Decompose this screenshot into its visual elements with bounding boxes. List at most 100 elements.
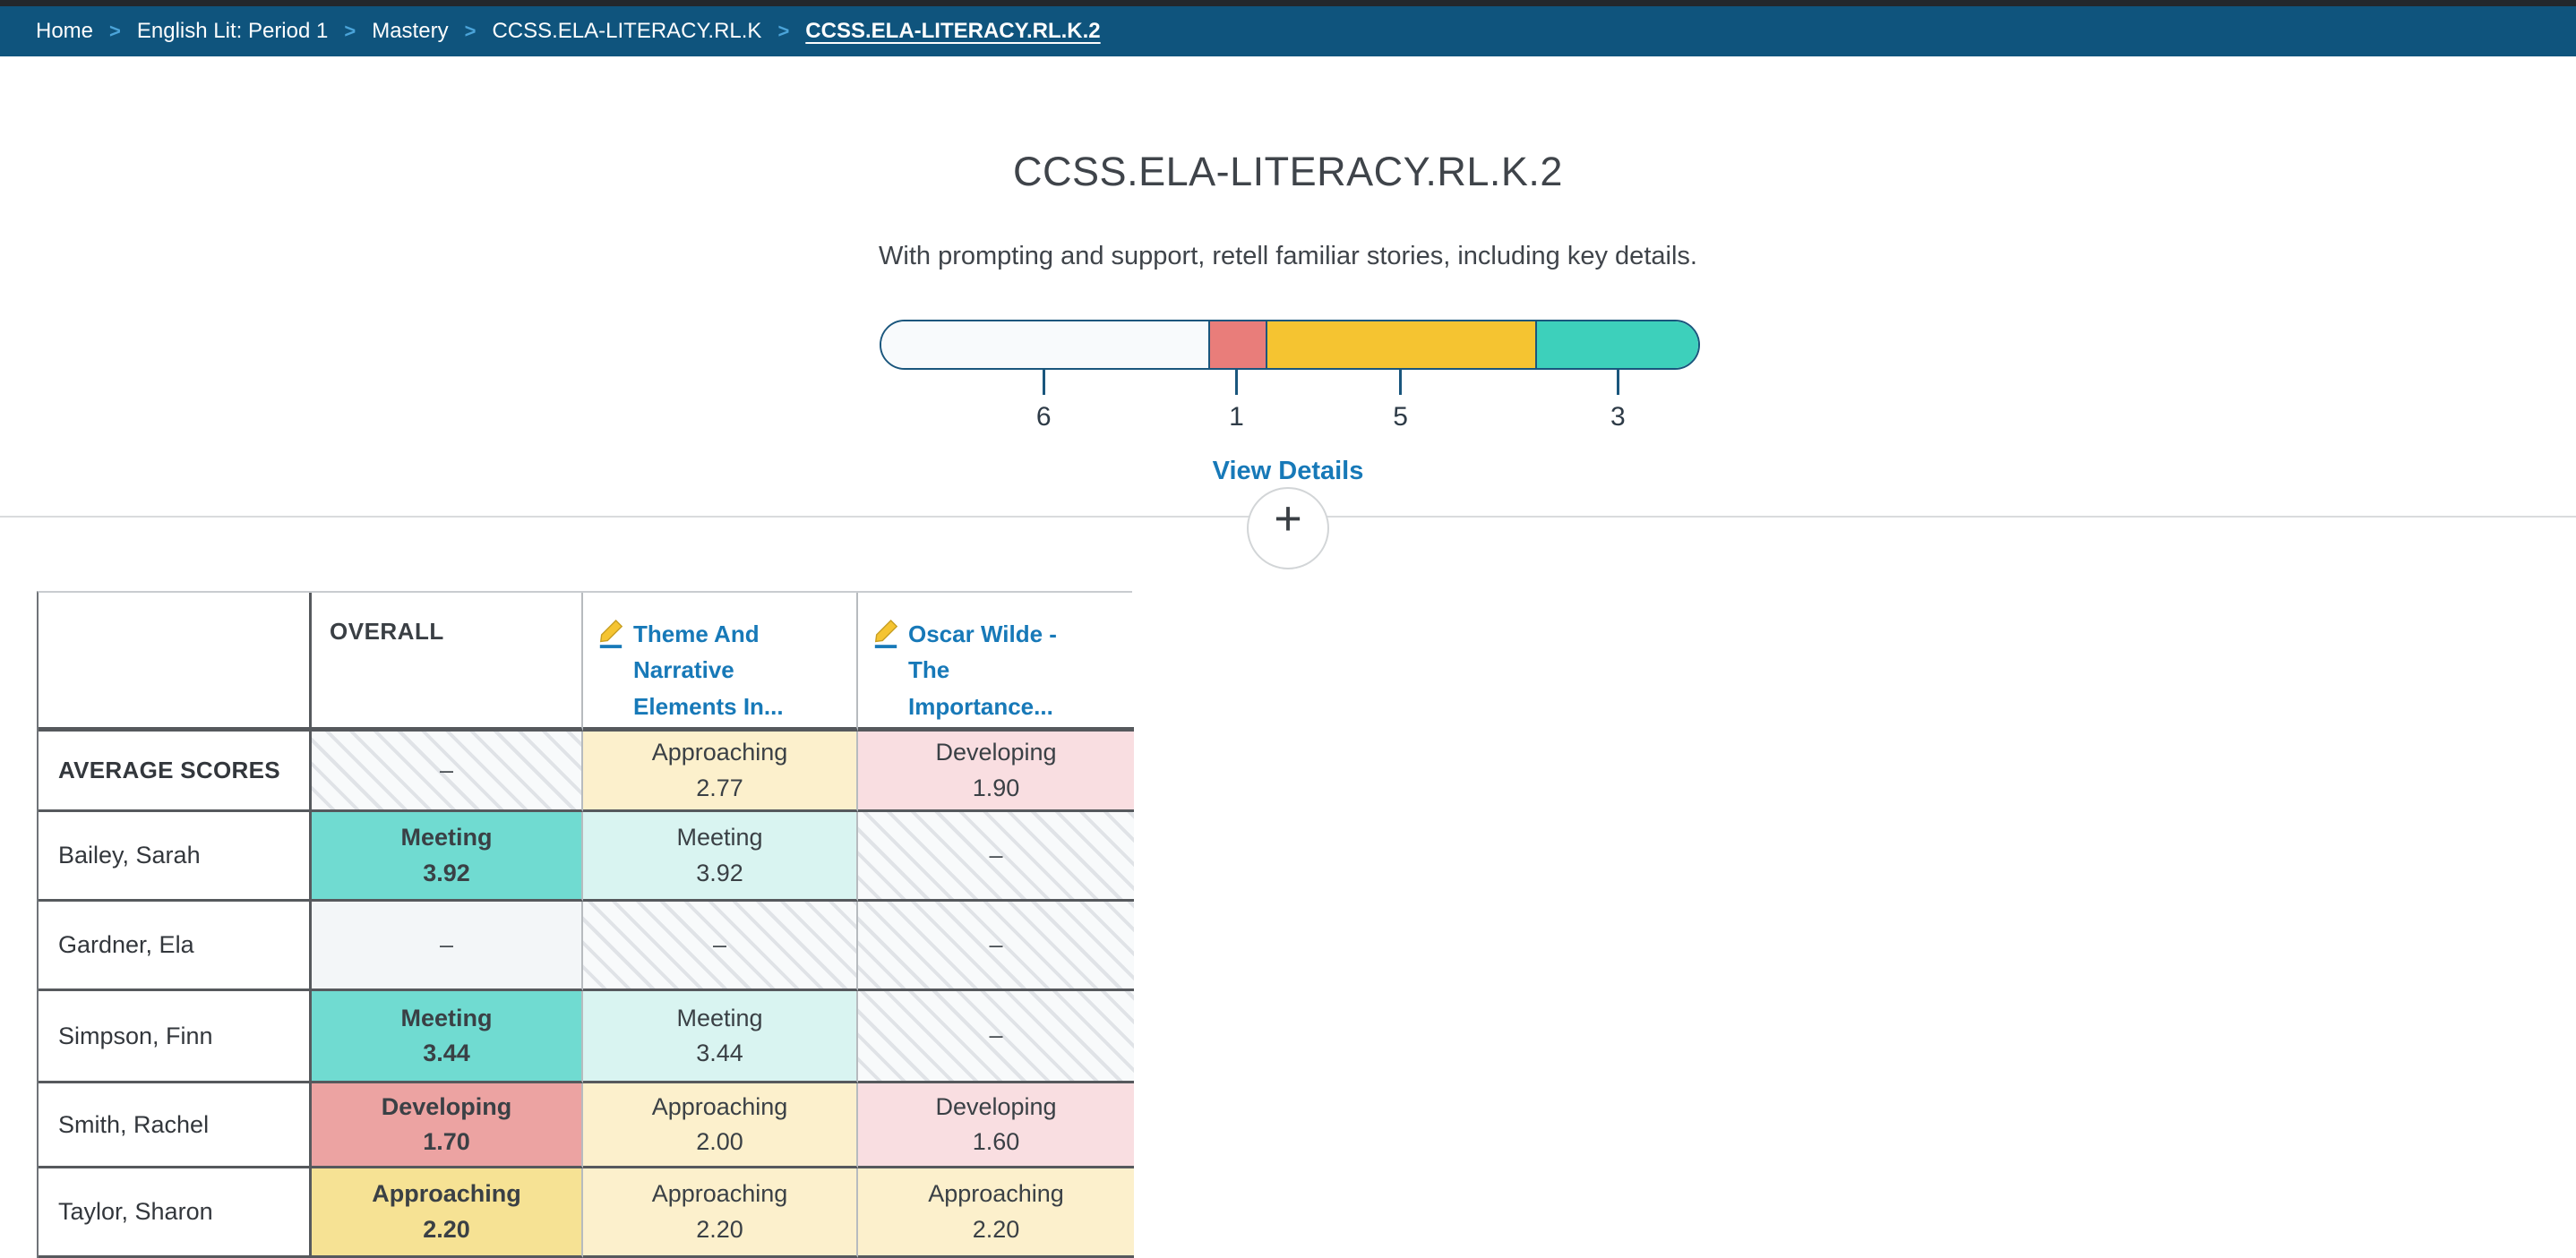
assignment-link[interactable]: Theme And Narrative Elements In...	[583, 593, 856, 724]
score-level: Approaching	[928, 1180, 1064, 1208]
score-level: Meeting	[676, 824, 763, 852]
score-cell[interactable]: Approaching 2.00	[583, 1083, 858, 1168]
score-cell[interactable]: Approaching 2.77	[583, 732, 858, 812]
score-value: 3.44	[696, 1040, 743, 1066]
pencil-icon	[599, 620, 623, 648]
add-button[interactable]: +	[1247, 487, 1329, 569]
mastery-bar-tick-1: 6	[880, 370, 1207, 432]
student-name-cell: Simpson, Finn	[39, 991, 312, 1083]
score-value: 3.44	[423, 1040, 470, 1066]
score-value: 3.92	[423, 859, 470, 886]
no-score-hatched-cell: –	[858, 991, 1134, 1083]
assignment-link[interactable]: Oscar Wilde - The Importance...	[858, 593, 1134, 724]
score-value: 2.77	[696, 774, 743, 801]
mastery-bar-track	[880, 320, 1700, 370]
tick-mark	[1399, 370, 1403, 395]
mastery-distribution-bar: 6 1 5 3	[880, 320, 1700, 432]
empty-score-dash: –	[439, 756, 454, 783]
score-cell[interactable]: Approaching 2.20	[312, 1168, 583, 1258]
mastery-bar-segment-2	[1207, 321, 1266, 368]
breadcrumb-item-mastery[interactable]: Mastery	[372, 19, 449, 43]
student-name-cell: Smith, Rachel	[39, 1083, 312, 1168]
tick-count-label: 1	[1229, 402, 1244, 432]
score-level: Approaching	[651, 739, 788, 766]
pencil-icon	[874, 620, 898, 648]
breadcrumb: Home > English Lit: Period 1 > Mastery > CCSS.…	[0, 6, 2576, 56]
breadcrumb-item-ccss-ela-literacy-rl-k[interactable]: CCSS.ELA-LITERACY.RL.K	[492, 19, 762, 43]
score-value: 1.90	[972, 774, 1020, 801]
mastery-bar-tick-2: 1	[1207, 370, 1265, 432]
breadcrumb-item-home[interactable]: Home	[36, 19, 94, 43]
score-cell[interactable]: Developing 1.70	[312, 1083, 583, 1168]
score-value: 2.20	[972, 1215, 1020, 1243]
tick-mark	[1042, 370, 1045, 395]
score-level: Meeting	[676, 1004, 763, 1031]
score-cell[interactable]: Approaching 2.20	[583, 1168, 858, 1258]
empty-score-dash: –	[439, 930, 454, 958]
no-score-cell: –	[312, 902, 583, 991]
breadcrumb-item-english-lit-period-1[interactable]: English Lit: Period 1	[136, 19, 329, 43]
score-level: Developing	[935, 739, 1057, 766]
empty-score-dash: –	[989, 841, 1003, 869]
no-score-hatched-cell: –	[583, 902, 858, 991]
score-level: Developing	[935, 1092, 1057, 1120]
score-cell[interactable]: Meeting 3.92	[583, 812, 858, 902]
mastery-bar-segment-1	[881, 321, 1208, 368]
score-cell[interactable]: Developing 1.90	[858, 732, 1134, 812]
page-title: CCSS.ELA-LITERACY.RL.K.2	[1013, 149, 1563, 194]
mastery-bar-segment-3	[1265, 321, 1535, 368]
mastery-bar-tick-3: 5	[1266, 370, 1536, 432]
breadcrumb-separator-icon: >	[777, 20, 790, 42]
score-value: 2.00	[696, 1128, 743, 1155]
student-name-cell: Bailey, Sarah	[39, 812, 312, 902]
breadcrumb-item-ccss-ela-literacy-rl-k-2[interactable]: CCSS.ELA-LITERACY.RL.K.2	[805, 19, 1101, 43]
no-score-hatched-cell: –	[312, 732, 583, 812]
score-level: Meeting	[400, 1004, 493, 1031]
student-name-cell: Taylor, Sharon	[39, 1168, 312, 1258]
mastery-bar-tick-4: 3	[1536, 370, 1700, 432]
score-value: 2.20	[696, 1215, 743, 1243]
score-cell[interactable]: Meeting 3.44	[312, 991, 583, 1083]
assignment-link-label: Oscar Wilde - The Importance...	[908, 620, 1057, 720]
score-cell[interactable]: Meeting 3.44	[583, 991, 858, 1083]
empty-score-dash: –	[712, 930, 727, 958]
score-value: 3.92	[696, 859, 743, 886]
score-cell[interactable]: Developing 1.60	[858, 1083, 1134, 1168]
column-header-overall: OVERALL	[312, 593, 583, 732]
view-details-link[interactable]: View Details	[1212, 457, 1364, 485]
score-value: 1.70	[423, 1128, 470, 1155]
breadcrumb-separator-icon: >	[344, 20, 356, 42]
tick-count-label: 6	[1035, 402, 1052, 432]
score-level: Approaching	[651, 1092, 788, 1120]
mastery-bar-ticks: 6 1 5 3	[880, 370, 1700, 432]
student-name-cell: Gardner, Ela	[39, 902, 312, 991]
score-level: Meeting	[400, 824, 493, 852]
score-cell[interactable]: Meeting 3.92	[312, 812, 583, 902]
empty-score-dash: –	[989, 1022, 1003, 1049]
no-score-hatched-cell: –	[858, 812, 1134, 902]
overall-header-label: OVERALL	[330, 618, 444, 645]
mastery-bar-segment-4	[1534, 321, 1698, 368]
tick-mark	[1616, 370, 1619, 395]
no-score-hatched-cell: –	[858, 902, 1134, 991]
mastery-table: OVERALL Theme And Narrative Elements In..…	[37, 591, 1134, 1258]
score-level: Approaching	[372, 1180, 521, 1208]
score-value: 2.20	[423, 1215, 470, 1243]
assignment-link-label: Theme And Narrative Elements In...	[633, 620, 784, 720]
score-cell[interactable]: Approaching 2.20	[858, 1168, 1134, 1258]
standard-description: With prompting and support, retell famil…	[879, 242, 1697, 270]
column-header-assignment: Oscar Wilde - The Importance...	[858, 593, 1134, 732]
column-header-assignment: Theme And Narrative Elements In...	[583, 593, 858, 732]
breadcrumb-separator-icon: >	[109, 20, 121, 42]
empty-score-dash: –	[989, 930, 1003, 958]
top-strip	[0, 0, 2576, 6]
tick-mark	[1234, 370, 1238, 395]
table-corner-cell	[39, 593, 312, 732]
tick-count-label: 5	[1393, 402, 1408, 432]
breadcrumb-separator-icon: >	[464, 20, 477, 42]
average-scores-row-label: AVERAGE SCORES	[39, 732, 312, 812]
plus-icon: +	[1274, 492, 1302, 545]
score-level: Developing	[381, 1092, 512, 1120]
score-value: 1.60	[972, 1128, 1020, 1155]
score-level: Approaching	[651, 1180, 788, 1208]
